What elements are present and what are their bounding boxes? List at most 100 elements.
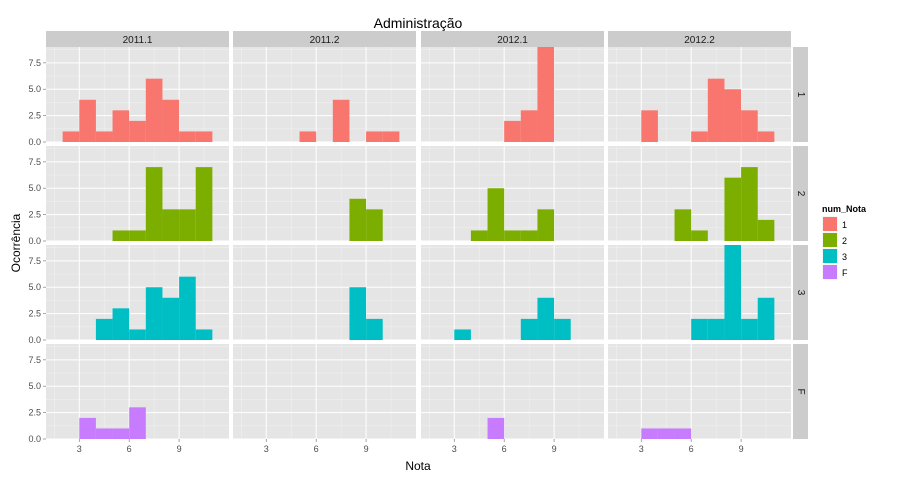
facet-strip-row xyxy=(793,146,808,241)
y-tick-label: 5.0 xyxy=(28,84,41,94)
histogram-bar xyxy=(724,177,742,241)
x-axis-title: Nota xyxy=(405,459,431,473)
x-tick-label: 6 xyxy=(314,444,319,454)
histogram-bar xyxy=(757,131,775,142)
x-tick-label: 3 xyxy=(639,444,644,454)
panel-background xyxy=(233,146,416,241)
legend-swatch xyxy=(823,265,837,279)
y-tick-label: 5.0 xyxy=(28,282,41,292)
y-tick-label: 5.0 xyxy=(28,183,41,193)
histogram-bar xyxy=(657,428,675,439)
histogram-bar xyxy=(757,219,775,241)
histogram-bar xyxy=(95,131,113,142)
histogram-bar xyxy=(554,318,571,340)
y-tick-label: 2.5 xyxy=(28,210,41,220)
legend-swatch xyxy=(823,217,837,231)
histogram-bar xyxy=(195,131,213,142)
histogram-bar xyxy=(162,297,180,340)
histogram-bar xyxy=(537,47,555,142)
histogram-bar xyxy=(487,417,505,439)
panel-background xyxy=(421,245,604,340)
y-tick-label: 7.5 xyxy=(28,157,41,167)
y-axis-title: Ocorrência xyxy=(9,213,23,272)
legend-label: 3 xyxy=(842,252,847,262)
histogram-bar xyxy=(366,209,383,241)
legend-swatch xyxy=(823,233,837,247)
chart-title: Administração xyxy=(374,15,463,31)
histogram-bar xyxy=(179,209,196,241)
x-tick-label: 9 xyxy=(177,444,182,454)
facet-strip-row xyxy=(793,47,808,142)
facet-strip-col-label: 2011.1 xyxy=(123,35,153,46)
panel-background xyxy=(233,245,416,340)
histogram-bar xyxy=(162,209,180,241)
histogram-bar xyxy=(707,318,725,340)
y-tick-label: 0.0 xyxy=(28,236,41,246)
histogram-bar xyxy=(112,110,130,142)
x-tick-label: 9 xyxy=(552,444,557,454)
x-tick-label: 9 xyxy=(364,444,369,454)
y-tick-label: 0.0 xyxy=(28,434,41,444)
histogram-bar xyxy=(382,131,400,142)
histogram-bar xyxy=(179,276,196,340)
y-tick-label: 7.5 xyxy=(28,355,41,365)
x-tick-label: 6 xyxy=(689,444,694,454)
y-tick-label: 5.0 xyxy=(28,381,41,391)
x-tick-label: 9 xyxy=(739,444,744,454)
histogram-bar xyxy=(366,318,383,340)
histogram-bar xyxy=(162,99,180,142)
histogram-bar xyxy=(145,78,163,142)
histogram-bar xyxy=(537,209,555,241)
histogram-bar xyxy=(741,110,758,142)
histogram-bar xyxy=(741,318,758,340)
facet-strip-row xyxy=(793,245,808,340)
histogram-bar xyxy=(691,230,708,241)
facet-strip-row-label: 2 xyxy=(795,191,806,197)
histogram-bar xyxy=(299,131,317,142)
histogram-bar xyxy=(62,131,80,142)
histogram-bar xyxy=(112,428,130,439)
facet-strip-col xyxy=(608,31,791,47)
legend-title: num_Nota xyxy=(822,204,867,214)
histogram-bar xyxy=(674,428,692,439)
histogram-bar xyxy=(366,131,383,142)
panel-background xyxy=(46,245,229,340)
facet-strip-row-label: F xyxy=(795,388,806,394)
panel-background xyxy=(608,47,791,142)
histogram-bar xyxy=(129,407,146,439)
facet-strip-col-label: 2012.2 xyxy=(684,35,715,46)
panel-background xyxy=(421,344,604,439)
panel-background xyxy=(608,344,791,439)
histogram-bar xyxy=(537,297,555,340)
histogram-bar xyxy=(707,78,725,142)
panel-background xyxy=(233,47,416,142)
panel-background xyxy=(421,146,604,241)
panel-background xyxy=(233,344,416,439)
histogram-bar xyxy=(195,329,213,340)
histogram-bar xyxy=(724,245,742,340)
histogram-bar xyxy=(179,131,196,142)
histogram-bar xyxy=(454,329,471,340)
histogram-bar xyxy=(95,428,113,439)
x-tick-label: 6 xyxy=(502,444,507,454)
histogram-bar xyxy=(332,99,350,142)
histogram-bar xyxy=(79,99,96,142)
histogram-bar xyxy=(504,120,521,142)
histogram-bar xyxy=(724,89,742,142)
x-tick-label: 3 xyxy=(77,444,82,454)
y-tick-label: 2.5 xyxy=(28,309,41,319)
histogram-bar xyxy=(95,318,113,340)
legend-label: 2 xyxy=(842,236,847,246)
y-tick-label: 0.0 xyxy=(28,137,41,147)
y-tick-label: 0.0 xyxy=(28,335,41,345)
legend-swatch xyxy=(823,249,837,263)
facet-panels: 2011.1 2011.2 2012.1 2012.2 1 2 3 F 0.0 2.5 5.0 7.5… xyxy=(28,31,808,454)
histogram-bar xyxy=(349,198,367,241)
histogram-bar xyxy=(145,167,163,241)
x-tick-label: 3 xyxy=(452,444,457,454)
histogram-bar xyxy=(195,167,213,241)
facet-strip-col xyxy=(233,31,416,47)
histogram-bar xyxy=(520,110,538,142)
histogram-bar xyxy=(349,287,367,340)
